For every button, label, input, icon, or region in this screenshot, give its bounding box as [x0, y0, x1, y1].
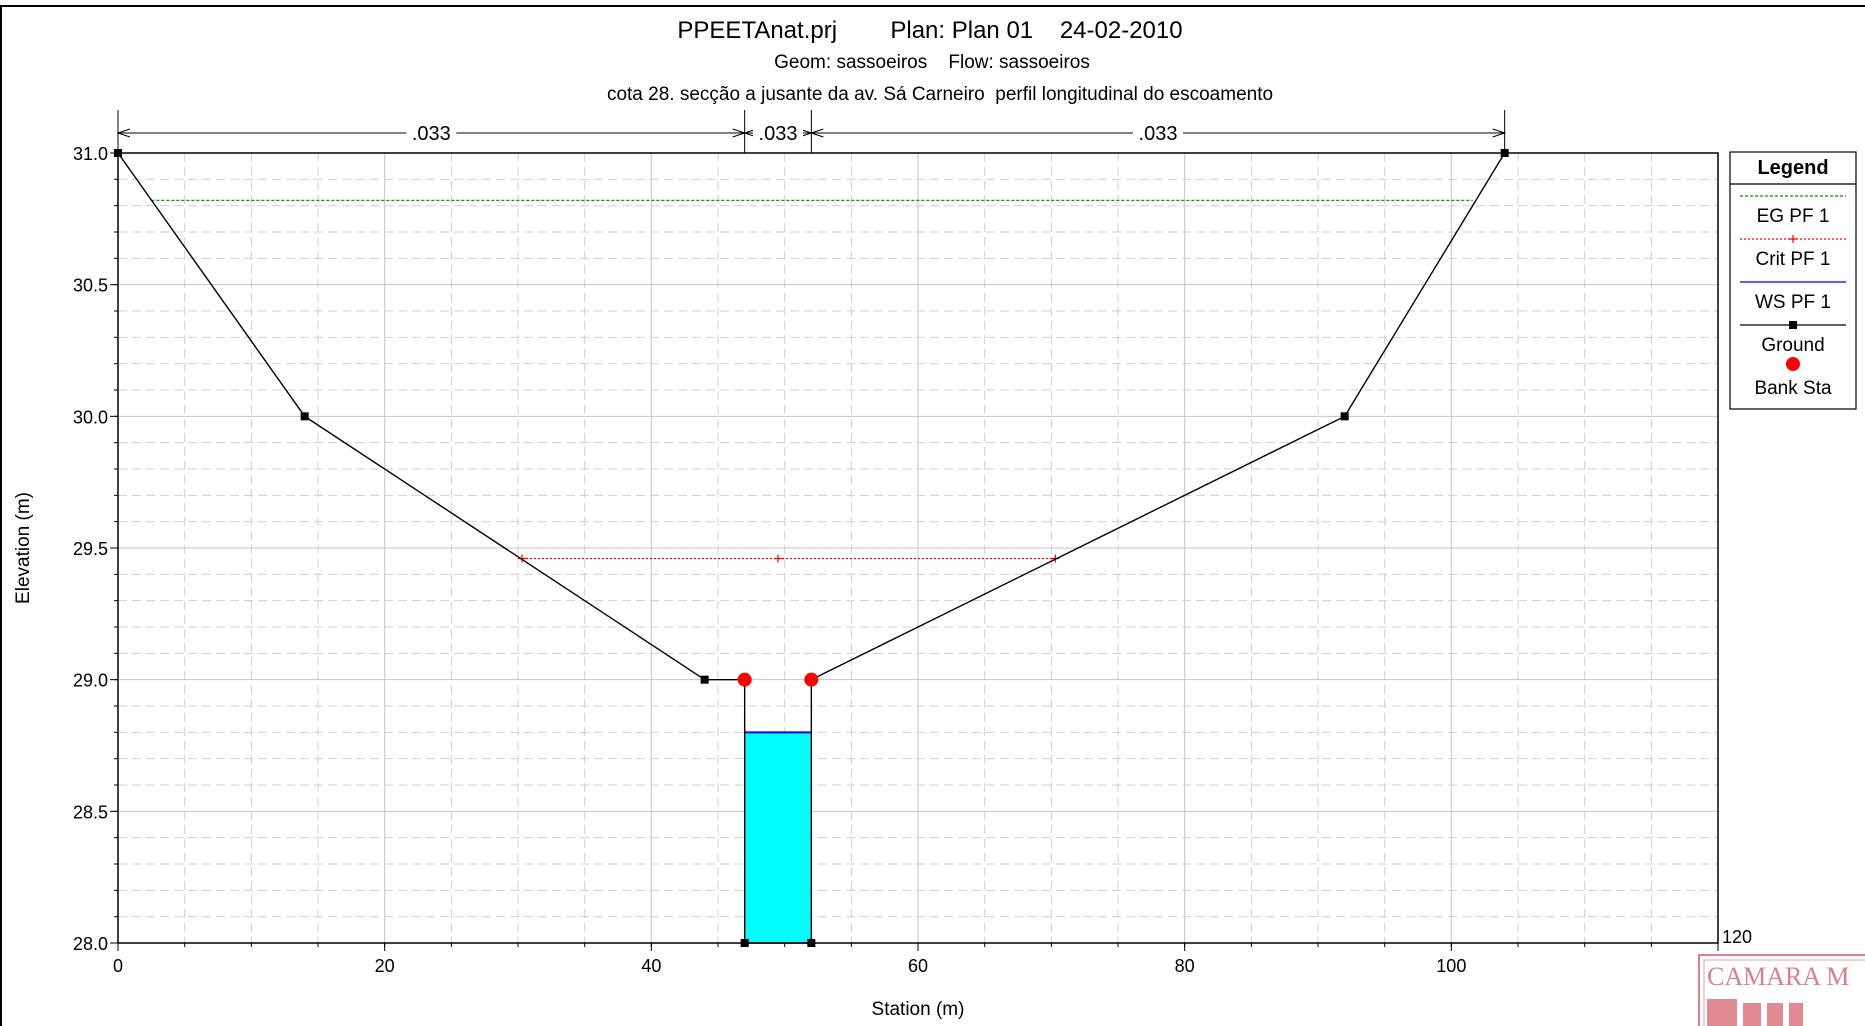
stamp-watermark: CAMARA M — [1693, 949, 1865, 1026]
ground-point-marker — [300, 412, 309, 421]
legend-label-ws-pf-1: WS PF 1 — [1755, 292, 1831, 313]
legend-label-bank-sta: Bank Sta — [1754, 378, 1832, 399]
outer-frame — [0, 5, 1865, 1026]
y-tick-label: 28.5 — [73, 802, 108, 822]
legend-items: EG PF 1 Crit PF 1 WS PF 1 Ground Bank Sta — [1740, 195, 1846, 399]
x-tick-label: 40 — [641, 956, 661, 976]
legend-symbol-marker-ground — [1789, 321, 1797, 329]
manning-n-label: .033 — [1139, 123, 1178, 145]
x-axis: 0 20 40 60 80 100 120 — [113, 927, 1752, 976]
manning-n-label: .033 — [412, 123, 451, 145]
y-tick-label: 31.0 — [73, 144, 108, 164]
x-tick-label: 80 — [1175, 956, 1195, 976]
crit-pf-1-marker — [518, 554, 526, 563]
manning-n-label-bg — [753, 121, 803, 143]
legend-title: Legend — [1757, 157, 1828, 179]
crit-pf-1-marker — [774, 554, 782, 563]
x-tick-label: 100 — [1436, 956, 1466, 976]
manning-n-label-bg — [1133, 121, 1183, 143]
y-tick-label: 30.0 — [73, 407, 108, 427]
y-tick-label: 29.5 — [73, 539, 108, 559]
stamp-text: CAMARA M — [1707, 962, 1849, 991]
water-fill — [744, 732, 812, 943]
legend-label-crit-pf-1: Crit PF 1 — [1756, 249, 1831, 270]
legend-symbol-bank-sta — [1786, 357, 1800, 371]
manning-n-annotations: .033 .033 .033 — [116, 110, 1507, 153]
x-tick-label: 120 — [1722, 927, 1752, 947]
x-tick-label: 0 — [113, 956, 123, 976]
ground-point-marker — [700, 675, 709, 684]
chart-subtitle-2: cota 28. secção a jusante da av. Sá Carn… — [607, 84, 1273, 105]
y-tick-label: 28.0 — [73, 934, 108, 954]
y-axis-label: Elevation (m) — [13, 492, 34, 604]
y-axis: 28.0 28.5 29.0 29.5 30.0 30.5 31.0 — [73, 144, 118, 954]
grid — [118, 153, 1718, 943]
x-tick-label: 20 — [375, 956, 395, 976]
manning-n-label-bg — [406, 121, 457, 143]
legend: Legend EG PF 1 Crit PF 1 WS PF 1 Ground Bank… — [1729, 151, 1857, 410]
ground-point-marker — [1340, 412, 1349, 421]
y-tick-label: 29.0 — [73, 671, 108, 691]
legend-label-eg-pf-1: EG PF 1 — [1757, 206, 1830, 227]
legend-symbol-marker-crit-pf-1 — [1789, 235, 1797, 243]
x-tick-label: 60 — [908, 956, 928, 976]
bank-station-marker — [737, 672, 752, 687]
y-tick-label: 30.5 — [73, 276, 108, 296]
legend-label-ground: Ground — [1761, 335, 1824, 356]
chart-title: PPEETAnat.prj Plan: Plan 01 24-02-2010 — [677, 17, 1182, 44]
chart-subtitle: Geom: sassoeiros Flow: sassoeiros — [774, 52, 1090, 73]
manning-n-label: .033 — [759, 123, 798, 145]
bank-station-marker — [804, 672, 819, 687]
x-axis-label: Station (m) — [872, 999, 965, 1020]
